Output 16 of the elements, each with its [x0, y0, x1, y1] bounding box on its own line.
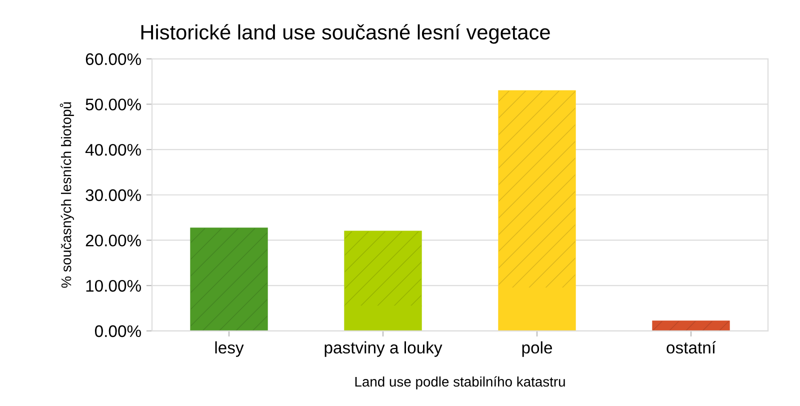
y-tick-label: 0.00%: [94, 325, 141, 338]
bar: [190, 228, 268, 331]
x-tick-label: ostatní: [666, 341, 716, 354]
y-axis-title: % současných lesních biotopů: [60, 102, 74, 288]
y-tick-label: 40.00%: [85, 144, 141, 156]
y-tick-label: 20.00%: [86, 234, 141, 246]
y-tick-label: 10.00%: [86, 280, 141, 292]
y-tick-label: 30.00%: [86, 189, 141, 202]
y-tick-label: 60.00%: [86, 53, 141, 66]
x-axis-title: Land use podle stabilního katastru: [355, 376, 565, 390]
x-tick-label: pole: [522, 341, 552, 357]
x-tick-label: pastviny a louky: [324, 341, 442, 357]
chart-title: Historické land use současné lesní vegetace: [141, 24, 550, 44]
bar: [652, 320, 730, 331]
x-tick-label: lesy: [215, 341, 244, 357]
y-tick-label: 50.00%: [86, 98, 141, 110]
